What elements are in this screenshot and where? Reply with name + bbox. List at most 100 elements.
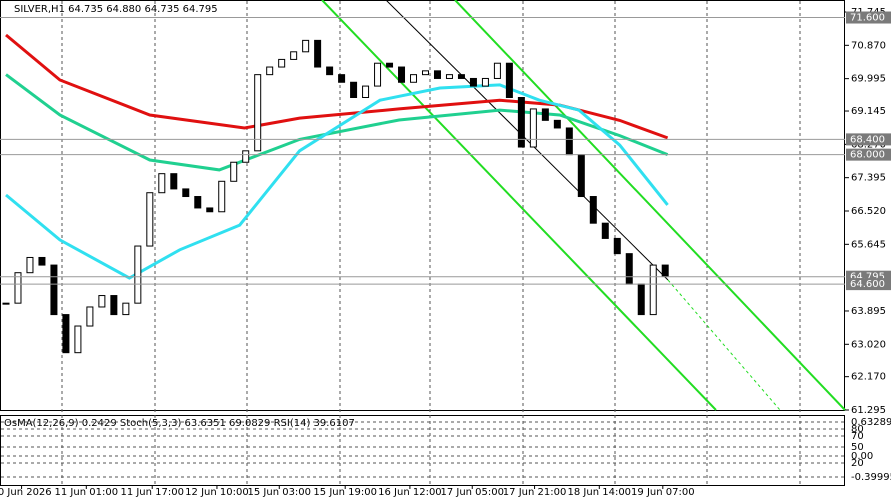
x-tick-label: 18 Jun 14:00	[568, 487, 632, 498]
indicator-title: OsMA(12,26,9) 0.2429 Stoch(5,3,3) 63.635…	[4, 418, 355, 429]
indicator-label: 80	[851, 424, 864, 435]
trend-channel	[321, 0, 846, 411]
level-label-bg	[846, 148, 891, 161]
y-tick-label: 63.020	[851, 339, 886, 350]
candle	[326, 66, 334, 76]
x-tick-label: 15 Jun 03:00	[248, 487, 312, 498]
candle	[134, 245, 142, 304]
candle	[541, 108, 549, 121]
indicator-panel	[0, 415, 845, 486]
candle	[158, 173, 166, 194]
y-tick-label: 61.295	[851, 405, 886, 416]
main-panel	[0, 0, 845, 411]
candle	[386, 62, 394, 68]
indicator-label: 20	[851, 458, 864, 469]
candle	[278, 58, 286, 68]
y-tick-label: 67.395	[851, 173, 886, 184]
candle	[661, 264, 669, 278]
candle	[338, 74, 346, 83]
level-label: 64.600	[850, 279, 885, 290]
candle	[38, 256, 46, 266]
x-tick-label: 19 Jun 07:00	[631, 487, 695, 498]
candle	[457, 74, 465, 79]
candle	[206, 207, 214, 213]
candle	[577, 154, 585, 198]
candle	[50, 264, 58, 316]
candle	[350, 81, 358, 99]
level-label: 71.600	[850, 13, 885, 24]
candle	[194, 196, 202, 209]
candle	[230, 161, 238, 182]
candle	[553, 119, 561, 129]
y-tick-label: 65.645	[851, 239, 886, 250]
moving-average	[5, 33, 669, 140]
level-label: 64.795	[850, 272, 885, 283]
candle	[302, 39, 310, 53]
candle	[2, 302, 10, 305]
candle	[601, 222, 609, 239]
indicator-label: 0.63289	[851, 417, 891, 428]
candle	[374, 62, 382, 87]
candle	[26, 256, 34, 274]
x-tick-label: 17 Jun 21:00	[503, 487, 567, 498]
trend-line	[385, 0, 669, 281]
candle	[266, 66, 274, 76]
y-tick-label: 69.995	[851, 74, 886, 85]
x-tick-label: 16 Jun 12:00	[378, 487, 442, 498]
candle	[505, 62, 513, 99]
candle	[625, 253, 633, 285]
candle	[613, 237, 621, 255]
moving-average	[5, 73, 669, 172]
candle	[649, 264, 657, 316]
candle	[314, 39, 322, 68]
candle	[110, 295, 118, 316]
y-tick-label: 69.145	[851, 106, 886, 117]
y-tick-label: 63.895	[851, 306, 886, 317]
x-tick-label: 10 Jun 2026	[0, 487, 52, 498]
level-label-bg	[846, 133, 891, 146]
level-label-bg	[846, 11, 891, 24]
indicator-label: 0.00	[851, 451, 873, 462]
candle	[218, 180, 226, 213]
candle	[362, 85, 370, 99]
candle	[529, 108, 537, 148]
indicator-label: 50	[851, 442, 864, 453]
level-label-bg	[846, 278, 891, 291]
candle	[565, 127, 573, 156]
candle	[445, 74, 453, 79]
candle	[242, 150, 250, 163]
level-label: 68.400	[850, 134, 885, 145]
candle	[62, 314, 70, 354]
candle	[433, 70, 441, 79]
candle	[74, 325, 82, 354]
candle	[410, 74, 418, 83]
candle	[146, 192, 154, 247]
x-tick-label: 12 Jun 10:00	[185, 487, 249, 498]
candle	[469, 77, 477, 87]
candle	[398, 66, 406, 83]
x-tick-label: 11 Jun 17:00	[120, 487, 184, 498]
candle	[170, 173, 178, 190]
y-tick-label: 70.870	[851, 40, 886, 51]
chart-title: SILVER,H1 64.735 64.880 64.735 64.795	[14, 4, 218, 15]
y-tick-label: 62.170	[851, 372, 886, 383]
candle	[182, 188, 190, 198]
candle	[637, 283, 645, 316]
candle	[589, 196, 597, 224]
candle	[421, 70, 429, 76]
candle	[14, 272, 22, 304]
indicator-label: 70	[851, 431, 864, 442]
indicator-label: -0.39995	[851, 472, 891, 483]
x-tick-label: 15 Jun 19:00	[313, 487, 377, 498]
candle	[98, 295, 106, 308]
x-tick-label: 17 Jun 05:00	[440, 487, 504, 498]
candle	[86, 306, 94, 327]
level-label: 68.000	[850, 150, 885, 161]
candle	[254, 74, 262, 152]
candle	[481, 77, 489, 87]
y-tick-label: 66.520	[851, 206, 886, 217]
candle	[493, 62, 501, 79]
moving-average	[5, 83, 669, 280]
candle	[122, 302, 130, 316]
